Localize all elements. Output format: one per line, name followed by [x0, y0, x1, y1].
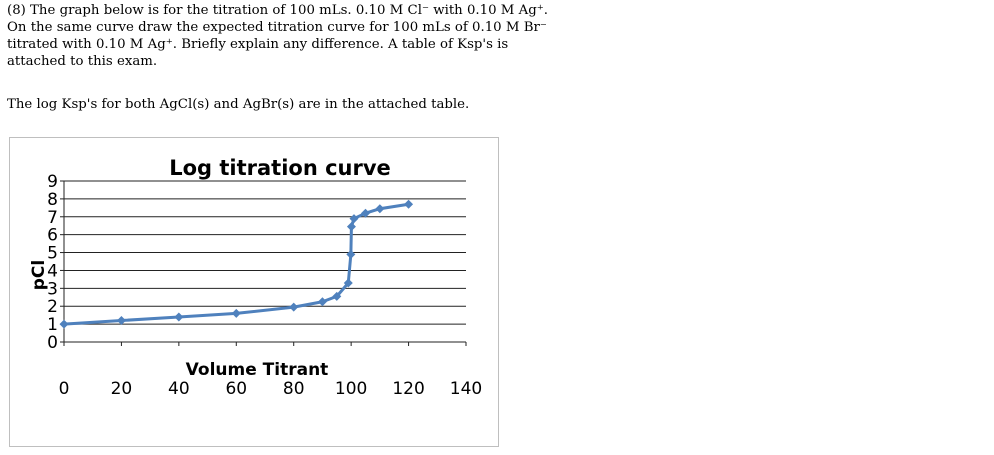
y-tick-label: 7	[47, 208, 58, 228]
y-tick-label: 6	[47, 226, 58, 246]
x-tick-label: 120	[392, 379, 424, 399]
data-point	[346, 222, 356, 232]
y-tick-label: 3	[47, 279, 58, 299]
x-tick-label: 20	[111, 379, 133, 399]
data-point	[375, 204, 385, 214]
ksp-note: The log Ksp's for both AgCl(s) and AgBr(…	[7, 97, 470, 112]
y-axis-label: pCl	[29, 260, 49, 290]
y-tick-label: 4	[47, 261, 58, 281]
y-tick-label: 0	[47, 333, 58, 353]
data-point	[361, 208, 370, 218]
x-tick-label: 40	[168, 379, 190, 399]
data-point	[289, 302, 299, 312]
data-point	[59, 319, 69, 329]
chart-area: 0 1 2 3 4 5 6 7 8 9 0 20 40 60 80 100 120 140 Log titrati…	[9, 137, 499, 447]
axes	[60, 180, 467, 346]
data-point	[404, 199, 414, 209]
question-line: attached to this exam.	[7, 54, 158, 69]
question-line: (8) The graph below is for the titration…	[7, 3, 548, 18]
y-tick-label: 5	[47, 244, 58, 264]
x-tick-label: 80	[283, 379, 305, 399]
data-point	[317, 297, 327, 307]
x-axis-label: Volume Titrant	[186, 360, 329, 380]
y-tick-label: 2	[47, 297, 58, 317]
y-tick-label: 9	[47, 172, 58, 192]
data-series	[59, 199, 414, 329]
question-line: titrated with 0.10 M Ag⁺. Briefly explai…	[7, 37, 509, 52]
data-point	[346, 249, 356, 259]
data-point	[231, 308, 241, 318]
data-point	[343, 278, 353, 288]
gridlines	[64, 180, 466, 325]
chart-title: Log titration curve	[169, 156, 391, 180]
x-tick-label: 0	[59, 379, 70, 399]
x-tick-label: 60	[225, 379, 247, 399]
data-point	[116, 316, 126, 326]
data-point	[349, 214, 359, 224]
y-tick-label: 1	[47, 315, 58, 335]
y-tick-label: 8	[47, 190, 58, 210]
x-tick-label: 140	[450, 379, 482, 399]
data-point	[332, 291, 342, 301]
data-point	[174, 312, 184, 322]
question-line: On the same curve draw the expected titr…	[7, 20, 547, 35]
x-tick-label: 100	[335, 379, 367, 399]
question-text: (8) The graph below is for the titration…	[7, 2, 567, 70]
